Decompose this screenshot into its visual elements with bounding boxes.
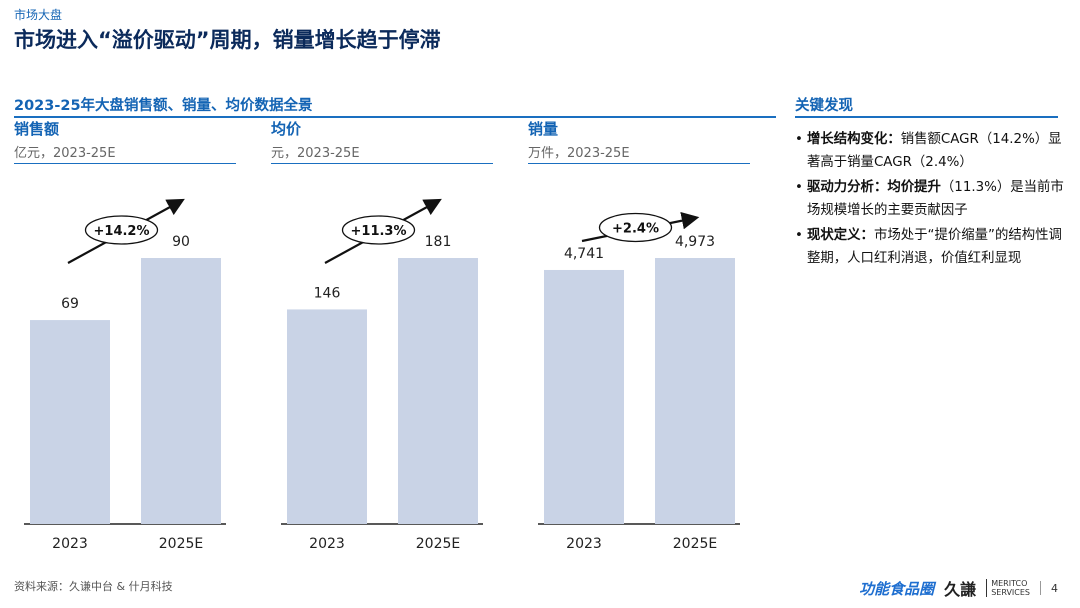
bar: [30, 320, 110, 524]
finding-item: • 驱动力分析：均价提升（11.3%）是当前市场规模增长的主要贡献因子: [795, 176, 1065, 222]
page-title: 市场进入“溢价驱动”周期，销量增长趋于停滞: [14, 28, 441, 52]
chart-divider: [528, 163, 750, 164]
category-label: 2023: [52, 536, 88, 552]
chart-unit: 亿元，2023-25E: [14, 146, 116, 161]
growth-label: +2.4%: [612, 222, 659, 237]
meritco-line-2: SERVICES: [991, 588, 1030, 597]
growth-label: +14.2%: [94, 224, 150, 239]
bar: [398, 258, 478, 524]
finding-text: 市场处于“提价缩量”的结构性调整期，人口红利消退，价值红利显现: [807, 228, 1062, 266]
chart-divider: [271, 163, 493, 164]
data-label: 181: [425, 234, 452, 250]
page-number: 4: [1051, 581, 1058, 595]
data-label: 90: [172, 234, 190, 250]
data-label: 69: [61, 296, 79, 312]
bar: [287, 309, 367, 524]
finding-text: （11.3%）是当前市场规模增长的主要贡献因子: [807, 180, 1064, 218]
growth-badge: [84, 215, 159, 245]
growth-label: +11.3%: [351, 224, 407, 239]
chart-price: 均价 元，2023-25E 146 2023 181 2025E +11.3%: [271, 118, 493, 558]
meritco-line-1: MERITCO: [991, 579, 1028, 588]
brand-logo: 功能食品圈: [859, 579, 935, 598]
panel-title: 2023-25年大盘销售额、销量、均价数据全景: [14, 98, 313, 114]
key-findings-title: 关键发现: [795, 98, 853, 114]
key-findings-divider: [795, 116, 1058, 118]
section-tag: 市场大盘: [14, 8, 63, 22]
bullet: •: [795, 180, 803, 195]
bar: [141, 258, 221, 524]
chart-volume: 销量 万件，2023-25E 4,741 2023 4,973 2025E +2.4%: [528, 118, 750, 558]
growth-badge: [341, 215, 416, 245]
data-label: 4,973: [675, 234, 715, 250]
category-label: 2025E: [159, 536, 203, 552]
finding-lead: 现状定义：: [807, 228, 874, 243]
chart-unit: 元，2023-25E: [271, 146, 360, 161]
source-note: 资料来源：久谦中台 & 什月科技: [14, 580, 173, 593]
chart-svg: 69 2023 90 2025E +14.2%: [24, 198, 226, 552]
chart-sales: 销售额 亿元，2023-25E 69 2023 90 2025E +14.2%: [14, 118, 236, 558]
chart-title: 销量: [528, 120, 559, 138]
panel-divider: [14, 116, 776, 118]
chart-title: 销售额: [14, 120, 60, 138]
finding-text: 销售额CAGR（14.2%）显著高于销量CAGR（2.4%）: [807, 132, 1062, 170]
meritco-logo: MERITCO SERVICES: [986, 579, 1030, 597]
finding-item: • 现状定义：市场处于“提价缩量”的结构性调整期，人口红利消退，价值红利显现: [795, 224, 1065, 270]
category-label: 2023: [309, 536, 345, 552]
data-label: 146: [314, 285, 341, 301]
bullet: •: [795, 132, 803, 147]
finding-item: • 增长结构变化：销售额CAGR（14.2%）显著高于销量CAGR（2.4%）: [795, 128, 1065, 174]
bar: [655, 258, 735, 524]
bullet: •: [795, 228, 803, 243]
chart-title: 均价: [271, 120, 302, 138]
category-label: 2025E: [416, 536, 460, 552]
chart-unit: 万件，2023-25E: [528, 146, 630, 161]
finding-lead: 驱动力分析：均价提升: [807, 180, 941, 195]
category-label: 2025E: [673, 536, 717, 552]
bar: [544, 269, 624, 524]
chart-divider: [14, 163, 236, 164]
finding-lead: 增长结构变化：: [807, 132, 901, 147]
jiuqian-logo: 久謙: [944, 580, 977, 599]
chart-svg: 146 2023 181 2025E +11.3%: [281, 198, 483, 552]
category-label: 2023: [566, 536, 602, 552]
footer-separator: [1040, 581, 1041, 595]
chart-svg: 4,741 2023 4,973 2025E +2.4%: [538, 212, 740, 552]
data-label: 4,741: [564, 246, 604, 262]
growth-badge: [598, 212, 673, 243]
key-findings-list: • 增长结构变化：销售额CAGR（14.2%）显著高于销量CAGR（2.4%） …: [795, 128, 1065, 272]
footer-logos: 功能食品圈 久謙 MERITCO SERVICES 4: [859, 576, 1058, 600]
